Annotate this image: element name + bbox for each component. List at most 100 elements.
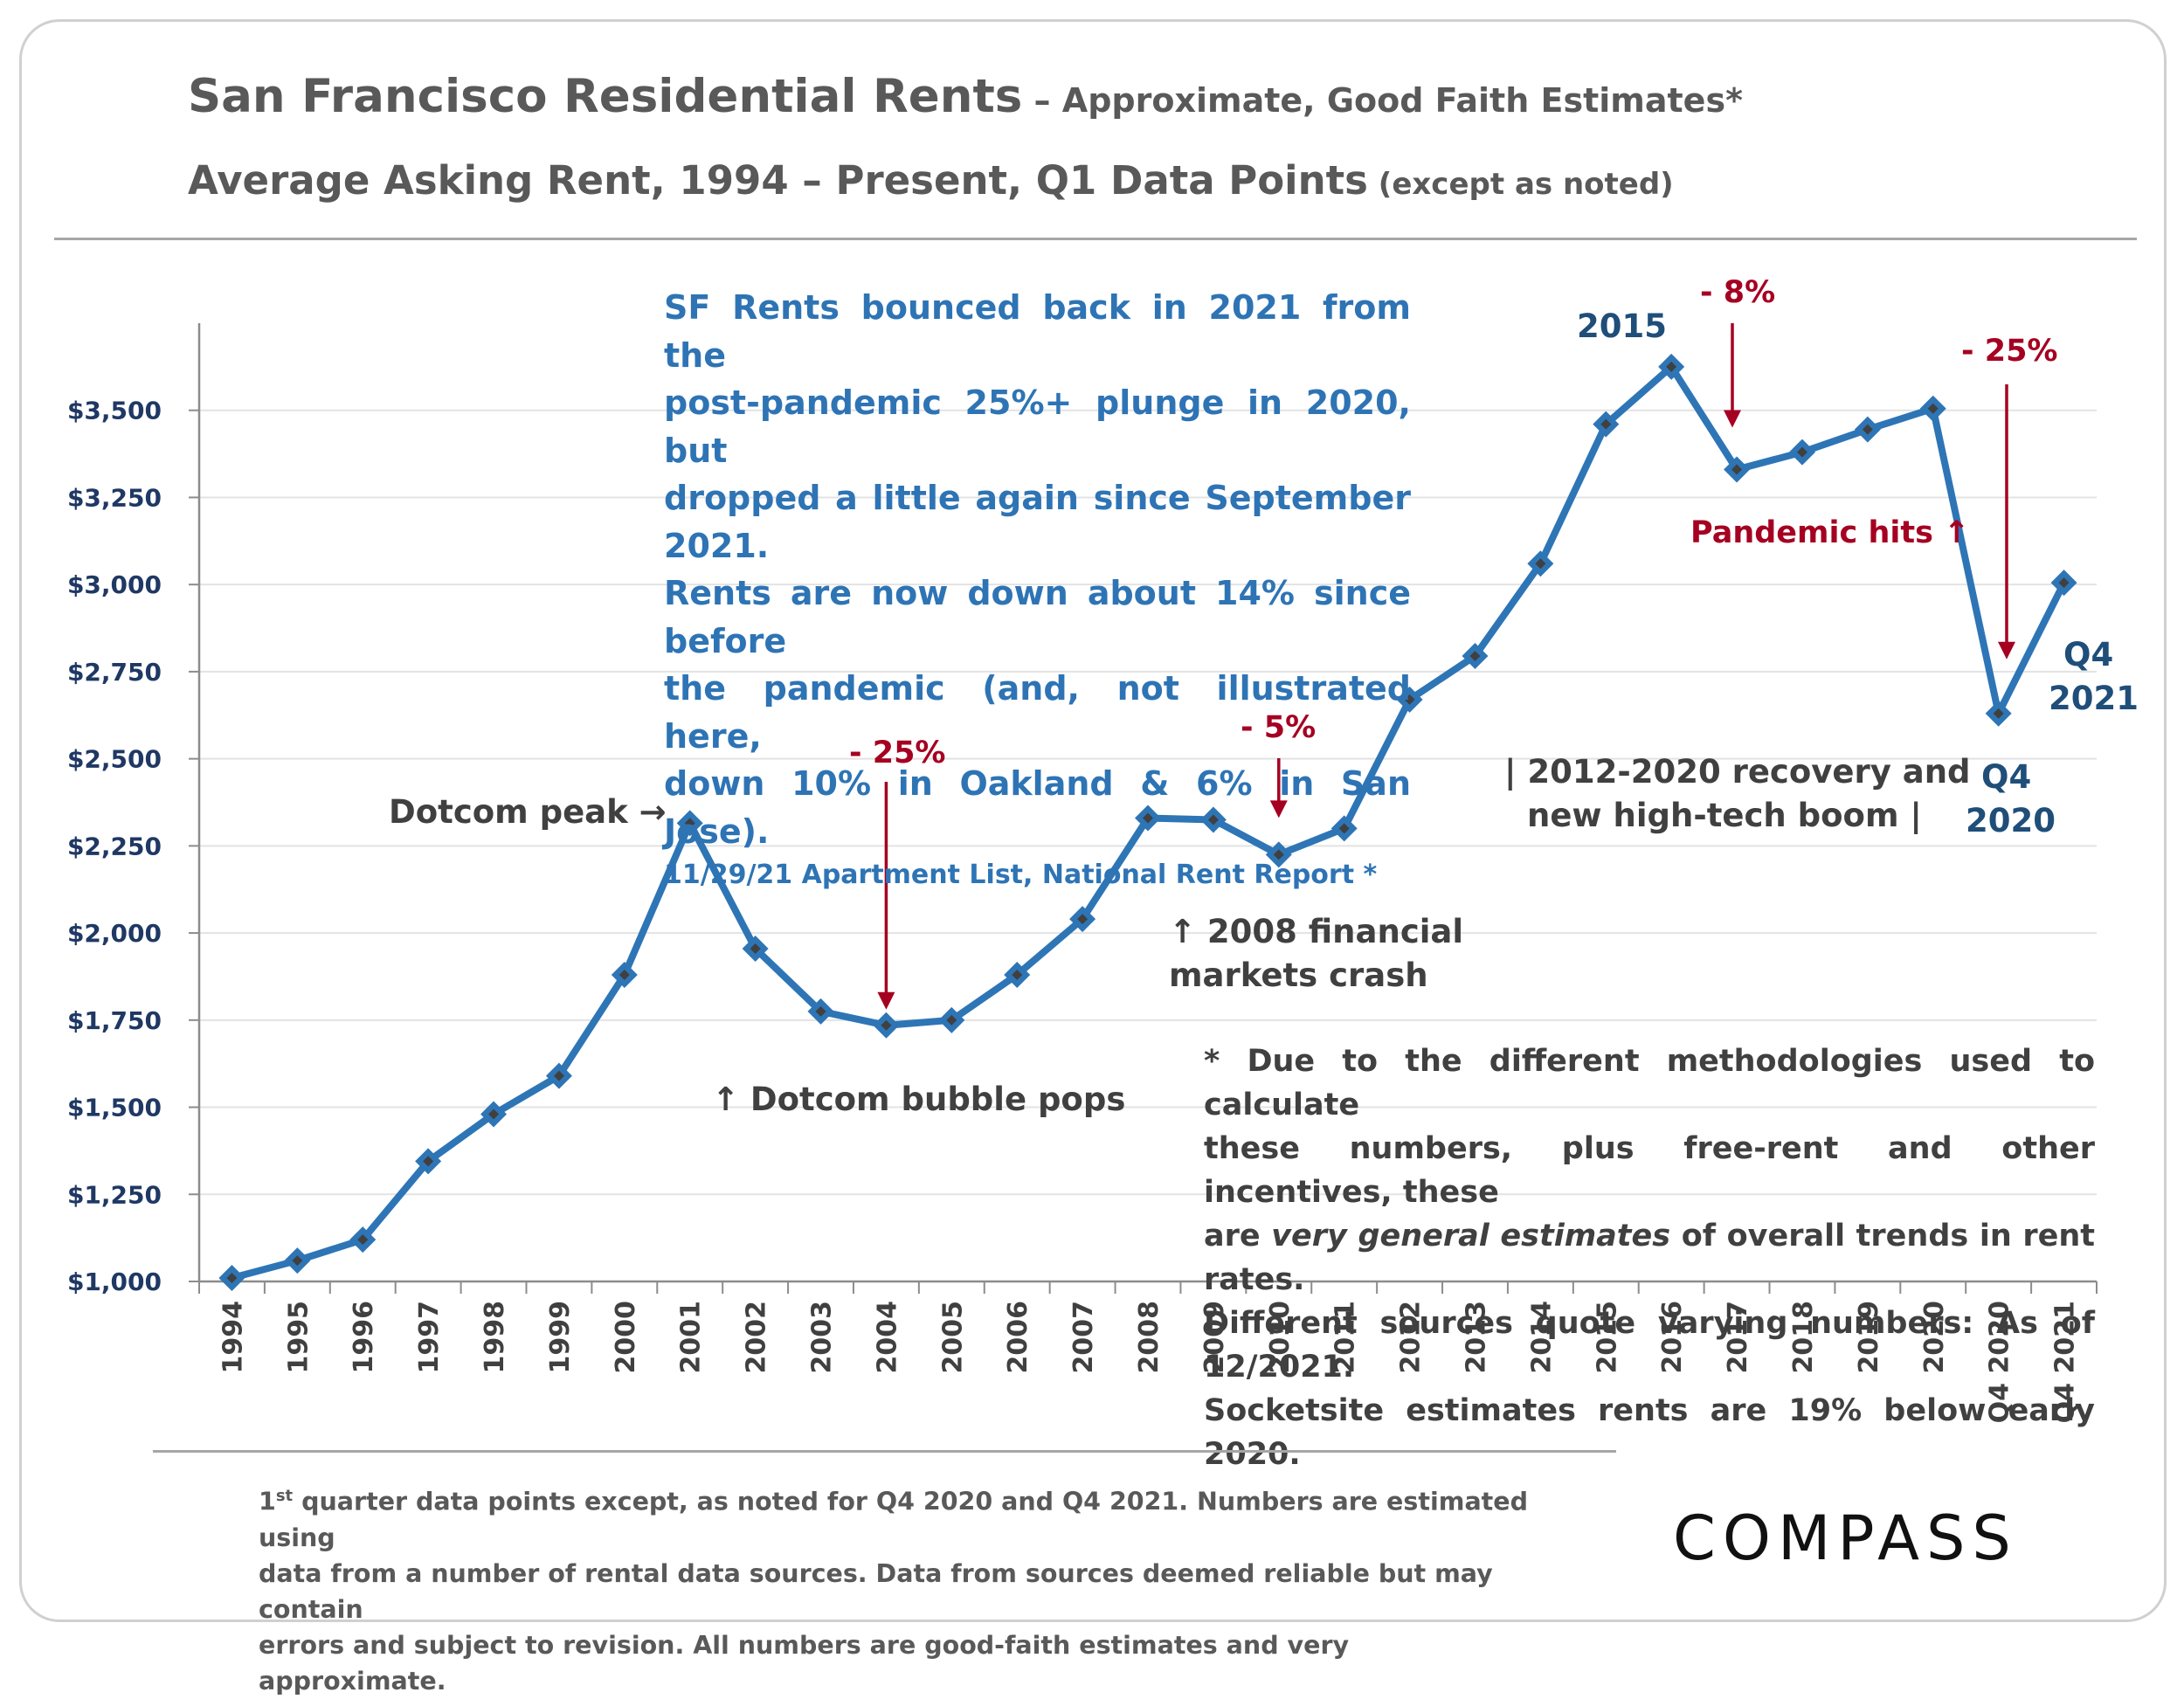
data-point-core: [292, 1255, 303, 1267]
disclaimer-line: these numbers, plus free-rent and other …: [1204, 1131, 2095, 1210]
callout-line: the pandemic (and, not illustrated here,: [664, 669, 1411, 756]
chart-subtitle: Average Asking Rent, 1994 – Present, Q1 …: [188, 157, 1674, 204]
x-tick-label: 2006: [1003, 1301, 1033, 1374]
data-point-core: [1927, 403, 1939, 414]
line-chart: $1,000 $1,250 $1,500 $1,750 $2,000 $2,250 $2,5…: [67, 323, 2098, 1423]
callout-source: 11/29/21 Apartment List, National Rent R…: [664, 860, 1378, 890]
footnote-prefix: 1: [259, 1487, 276, 1516]
data-point-core: [1143, 812, 1153, 824]
callout-box: SF Rents bounced back in 2021 from the p…: [664, 284, 1411, 895]
x-tick-label: 2010: [1265, 1301, 1296, 1374]
data-point-core: [815, 1005, 826, 1017]
x-tick-label: 2004: [872, 1301, 902, 1374]
chart-frame: [19, 19, 2167, 1622]
data-point-core: [1796, 446, 1807, 458]
annotation-crash-1: ↑ 2008 financial: [1169, 913, 1464, 950]
x-tick-label: 2016: [1657, 1301, 1688, 1374]
x-tick-label: 1998: [480, 1301, 510, 1374]
annotation-crash-2: markets crash: [1169, 957, 1428, 994]
data-point-core: [357, 1234, 369, 1246]
x-tick-label: 2013: [1461, 1301, 1491, 1374]
footer-divider: [153, 1450, 1616, 1453]
x-tick-label: 2000: [611, 1301, 641, 1374]
x-tick-labels: 1994 1995 1996 1997 1998 1999 2000 2001 2002 2003…: [218, 1301, 2080, 1423]
y-tick-label: $1,750: [67, 1006, 162, 1035]
y-tick-label: $2,000: [67, 919, 162, 948]
footnote-line: data from a number of rental data source…: [259, 1558, 1493, 1624]
x-tick-label: 2009: [1199, 1301, 1230, 1374]
annotation-dotcom-peak: Dotcom peak →: [389, 793, 667, 831]
pct-label-2004: - 25%: [849, 736, 946, 770]
data-point-core: [750, 943, 761, 955]
annotation-recovery-2: new high-tech boom |: [1527, 797, 1922, 834]
y-tick-label: $3,500: [67, 397, 162, 425]
y-tick-label: $1,250: [67, 1180, 162, 1209]
subtitle-main: Average Asking Rent, 1994 – Present, Q1 …: [188, 157, 1368, 204]
x-tick-label: 1995: [283, 1301, 314, 1374]
x-tick-label: Q4 2020: [1985, 1301, 2015, 1423]
data-point-core: [1535, 558, 1546, 570]
arrow-2020-head: [1998, 641, 2015, 660]
data-point-core: [619, 969, 630, 980]
x-tick-label: 2008: [1134, 1301, 1165, 1374]
y-tick-label: $3,250: [67, 483, 162, 512]
y-tick-label: $1,000: [67, 1267, 162, 1296]
disclaimer-line: * Due to the different methodologies use…: [1204, 1044, 2095, 1122]
y-tick-label: $2,750: [67, 658, 162, 687]
x-tick-label: 2019: [1854, 1301, 1884, 1374]
data-point-core: [1273, 849, 1284, 860]
callout-line: SF Rents bounced back in 2021 from the: [664, 288, 1411, 375]
footnote-text: quarter data points except, as noted for…: [259, 1487, 1529, 1552]
x-tick-label: 1994: [218, 1301, 248, 1374]
data-point-core: [1993, 708, 2004, 719]
annotation-pandemic-hits: Pandemic hits ↑: [1690, 515, 1970, 550]
data-point-core: [226, 1273, 238, 1284]
gridlines: [199, 409, 2097, 1196]
x-tick-label: 1997: [414, 1301, 445, 1374]
data-point-core: [1731, 464, 1743, 475]
data-point-core: [1666, 361, 1677, 372]
data-point-core: [881, 1019, 892, 1031]
disclaimer-post: of overall trends in rent rates.: [1204, 1219, 2096, 1297]
arrow-2010-head: [1269, 800, 1288, 818]
annotation-arrows: [877, 323, 2015, 1010]
x-tick-label: 2012: [1396, 1301, 1427, 1374]
title-sub: – Approximate, Good Faith Estimates*: [1022, 81, 1743, 120]
y-tick-label: $3,000: [67, 570, 162, 599]
compass-logo: COMPASS: [1673, 1502, 2018, 1574]
disclaimer-line: are very general estimates of overall tr…: [1204, 1214, 2095, 1302]
annotation-dotcom-pops: ↑ Dotcom bubble pops: [712, 1081, 1126, 1118]
callout-line: down 10% in Oakland & 6% in San Jose).: [664, 764, 1411, 851]
x-tick-label: 2018: [1788, 1301, 1819, 1374]
y-tick-labels: $1,000 $1,250 $1,500 $1,750 $2,000 $2,250 $2,5…: [67, 397, 162, 1296]
y-tick-label: $1,500: [67, 1094, 162, 1122]
annotation-recovery-1: | 2012-2020 recovery and: [1504, 753, 1971, 791]
y-tick-label: $2,500: [67, 745, 162, 774]
x-tick-label: 2002: [742, 1301, 772, 1374]
footnote-line: 1st quarter data points except, as noted…: [259, 1478, 1534, 1556]
data-point-core: [488, 1108, 500, 1120]
x-tick-label: 2017: [1723, 1301, 1753, 1374]
x-tick-label: 1999: [545, 1301, 576, 1374]
data-point-core: [1469, 650, 1481, 661]
label-q4-2021-line1: Q4: [2063, 636, 2114, 673]
footnote: 1st quarter data points except, as noted…: [259, 1478, 1534, 1699]
callout-line: dropped a little again since September 2…: [664, 479, 1411, 565]
y-tick-label: $2,250: [67, 832, 162, 860]
callout-line: Rents are now down about 14% since befor…: [664, 574, 1411, 660]
chart-title: San Francisco Residential Rents – Approx…: [188, 70, 1743, 123]
x-tick-label: 2001: [676, 1301, 707, 1374]
data-point-core: [423, 1156, 434, 1167]
subtitle-sub: (except as noted): [1367, 167, 1674, 202]
data-point-core: [1338, 823, 1350, 834]
label-q4-2020-line2: 2020: [1966, 802, 2056, 839]
x-tick-label: Q4 2021: [2050, 1301, 2081, 1423]
disclaimer-line: Different sources quote varying numbers:…: [1204, 1306, 2095, 1385]
data-point-core: [553, 1070, 564, 1081]
x-tick-label: 1996: [349, 1301, 379, 1374]
data-point-core: [1600, 418, 1612, 430]
data-point-core: [2058, 577, 2070, 589]
pct-label-2017: - 8%: [1700, 275, 1776, 310]
label-q4-2020-line1: Q4: [1981, 758, 2032, 796]
x-tick-label: 2020: [1919, 1301, 1950, 1374]
